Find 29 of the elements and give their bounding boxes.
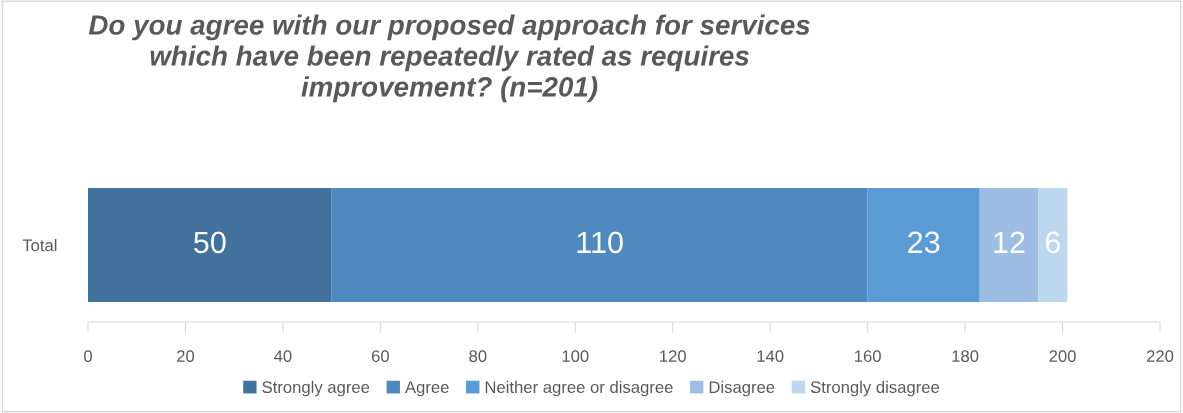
x-tick-label: 40	[274, 350, 292, 363]
x-tick-label: 60	[371, 350, 389, 363]
x-tick-label: 220	[1146, 350, 1174, 363]
data-label: 6	[1045, 231, 1060, 254]
data-label: 110	[577, 231, 623, 254]
x-tick-label: 160	[855, 350, 881, 363]
x-tick-label: 20	[177, 350, 195, 363]
x-tick-label: 0	[84, 350, 92, 363]
data-label: 23	[908, 231, 940, 254]
x-tick-label: 200	[1049, 350, 1076, 363]
bar	[331, 188, 868, 302]
y-tick-label: Total	[22, 238, 57, 252]
legend-label: Disagree	[709, 380, 775, 397]
x-tick-label: 80	[469, 350, 487, 363]
chart-title: Do you agree with our proposed approach for services which have been repeatedly rated as requires improvement? (n=201)	[88, 14, 810, 103]
bar	[1038, 188, 1068, 302]
x-tick-label: 120	[660, 350, 686, 363]
bar	[979, 188, 1039, 302]
x-tick-label: 100	[562, 350, 589, 363]
legend-label: Strongly agree	[262, 380, 370, 397]
x-tick-label: 180	[952, 350, 979, 363]
bar	[867, 188, 980, 302]
legend-label: Strongly disagree	[810, 380, 940, 397]
x-tick-label: 140	[757, 350, 784, 363]
bar	[88, 188, 332, 302]
data-label: 50	[194, 231, 226, 254]
legend-label: Neither agree or disagree	[485, 380, 673, 397]
data-label: 12	[994, 231, 1025, 253]
legend-label: Agree	[404, 381, 449, 397]
